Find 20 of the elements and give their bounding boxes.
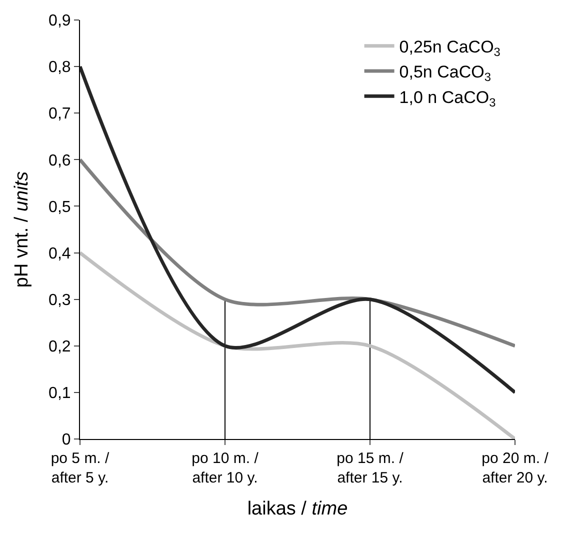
y-tick-label: 0,1 xyxy=(48,385,71,402)
y-tick-label: 0 xyxy=(62,432,71,449)
y-tick-label: 0,8 xyxy=(48,59,71,76)
legend-label: 1,0 n CaCO$_{3}$ xyxy=(399,88,496,110)
y-tick-label: 0,7 xyxy=(48,106,71,123)
y-tick-label: 0,2 xyxy=(48,338,71,356)
legend-label: 0,25n CaCO$_{3}$ xyxy=(399,38,501,60)
y-tick-label: 0,3 xyxy=(48,292,71,309)
x-tick-label: po 20 m. / after 20 y. xyxy=(482,450,550,486)
y-axis-title: pH vnt. / units xyxy=(11,170,32,288)
y-tick-label: 0,6 xyxy=(48,152,71,170)
y-tick-label: 0,4 xyxy=(48,245,71,262)
y-tick-label: 0,5 xyxy=(48,198,71,216)
x-tick-label: po 10 m. / after 10 y. xyxy=(192,450,260,486)
line-series xyxy=(80,64,515,394)
legend-label: 0,5n CaCO$_{3}$ xyxy=(399,62,492,84)
y-tick-label: 0,9 xyxy=(48,12,71,30)
x-axis-title: laikas / time xyxy=(247,498,348,520)
x-tick-label: po 15 m. / after 15 y. xyxy=(336,450,404,486)
x-tick-label: po 5 m. / after 5 y. xyxy=(50,450,110,486)
